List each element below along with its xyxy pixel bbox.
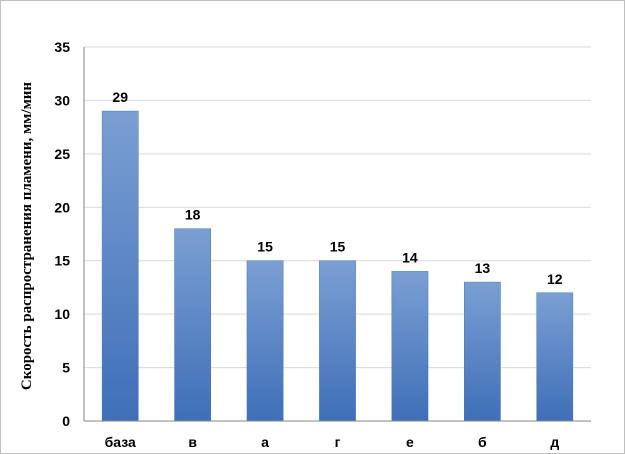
x-category-label: е [406, 434, 414, 450]
bar [174, 228, 212, 422]
bar [536, 292, 574, 422]
x-category-label: а [261, 434, 269, 450]
y-axis-ticks: 0 5 10 15 20 25 30 35 [54, 39, 70, 429]
bar-value-label: 14 [402, 249, 418, 265]
bar [101, 110, 139, 422]
y-tick-label: 30 [54, 92, 70, 108]
x-category-label: д [550, 434, 559, 450]
bar [464, 281, 501, 422]
y-tick-label: 15 [54, 253, 70, 269]
x-category-label: г [335, 434, 341, 450]
data-labels: 29 18 15 15 14 13 12 [112, 89, 562, 287]
bar-value-label: 15 [330, 239, 346, 255]
x-axis-categories: база в а г е б д [105, 434, 560, 450]
bar [246, 260, 284, 422]
y-axis-title: Скорость распространения пламени, мм/мин [19, 82, 35, 390]
bar-value-label: 12 [547, 271, 563, 287]
bar [319, 260, 356, 422]
bar-value-label: 18 [185, 207, 201, 223]
x-category-label: в [188, 434, 197, 450]
x-category-label: база [105, 434, 136, 450]
bars [101, 110, 574, 422]
bar-value-label: 29 [112, 89, 128, 105]
y-tick-label: 25 [54, 146, 70, 162]
x-category-label: б [478, 434, 487, 450]
bar-value-label: 13 [475, 260, 491, 276]
y-tick-label: 5 [62, 360, 70, 376]
y-tick-label: 0 [62, 413, 70, 429]
y-tick-label: 10 [54, 306, 70, 322]
bar [391, 271, 429, 422]
y-tick-label: 35 [54, 39, 70, 55]
y-tick-label: 20 [54, 199, 70, 215]
bar-value-label: 15 [257, 239, 273, 255]
